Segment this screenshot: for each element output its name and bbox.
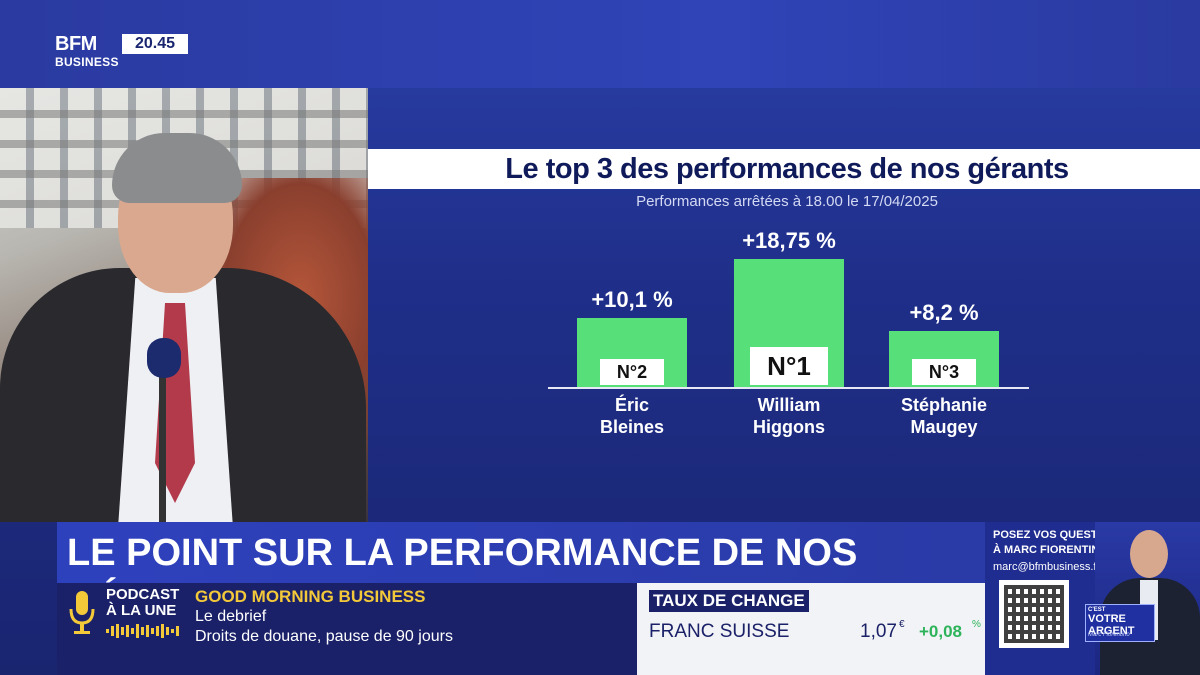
infographic-title-bar: Le top 3 des performances de nos gérants (368, 149, 1200, 189)
headline-banner: LE POINT SUR LA PERFORMANCE DE NOS GÉRAN… (57, 522, 985, 620)
manager-name-line: Stéphanie (900, 395, 988, 415)
value-label: +18,75 % (742, 228, 836, 253)
promo-email: marc@bfmbusiness.fr (993, 561, 1101, 573)
podcast-label-line1: PODCAST (106, 586, 180, 603)
show-topic: Droits de douane, pause de 90 jours (195, 628, 453, 645)
exchange-rate-ticker: TAUX DE CHANGE FRANC SUISSE 1,07 € +0,08… (637, 583, 985, 675)
podcast-label: PODCAST À LA UNE (106, 587, 196, 619)
rank-label: N°3 (912, 359, 976, 385)
manager-name-line: Éric (614, 395, 650, 415)
logo-brand: BFM (55, 33, 97, 55)
value-label: +10,1 % (591, 287, 673, 313)
mic-stand (159, 376, 166, 522)
show-badge: C'EST VOTRE ARGENT Marc Fiorentino (1085, 604, 1155, 642)
fx-value: 1,07 (860, 621, 897, 642)
promo-question: POSEZ VOS QUESTIONS À MARC FIORENTINO (993, 528, 1133, 558)
microphone-icon (147, 338, 181, 378)
badge-title: VOTRE ARGENT (1088, 613, 1135, 637)
manager-name: Éric Bleines (562, 394, 702, 438)
promo-line1: POSEZ VOS QUESTIONS (993, 529, 1125, 541)
headline-text: LE POINT SUR LA PERFORMANCE DE NOS GÉRAN… (67, 532, 858, 620)
badge-top: C'EST (1088, 607, 1106, 613)
infographic-subtitle: Performances arrêtées à 18.00 le 17/04/2… (636, 193, 938, 210)
show-subtitle: Le debrief (195, 608, 267, 625)
studio-video (0, 88, 368, 522)
promo-line2: À MARC FIORENTINO (993, 544, 1108, 556)
microphone-icon (69, 591, 95, 634)
fx-value-unit: € (899, 619, 905, 630)
fx-header: TAUX DE CHANGE (649, 590, 809, 612)
value-label: +8,2 % (909, 300, 979, 326)
guest-hair (112, 133, 242, 203)
manager-name-line: Higgons (753, 417, 825, 437)
rank-label: N°2 (600, 359, 664, 385)
manager-name-line: Maugey (910, 417, 978, 437)
audio-wave-icon (106, 624, 179, 638)
fx-change-unit: % (972, 619, 981, 630)
podium-chart: N°2 +10,1 % Éric Bleines N°1 +18,75 % William H… (540, 225, 1040, 455)
manager-name-line: Bleines (599, 417, 665, 437)
manager-name: William Higgons (719, 394, 859, 438)
questions-promo: POSEZ VOS QUESTIONS À MARC FIORENTINO ma… (985, 522, 1200, 675)
fx-change: +0,08 (919, 622, 963, 641)
podcast-label-line2: À LA UNE (106, 602, 177, 619)
infographic-title: Le top 3 des performances de nos gérants (505, 153, 1069, 185)
logo-sub: BUSINESS (55, 55, 119, 69)
rank-label: N°1 (750, 347, 828, 385)
top-band (0, 0, 1200, 88)
manager-name: Stéphanie Maugey (874, 394, 1014, 438)
badge-signature: Marc Fiorentino (1088, 632, 1130, 638)
show-title: GOOD MORNING BUSINESS (195, 587, 426, 606)
clock: 20.45 (122, 34, 188, 54)
fx-currency-name: FRANC SUISSE (649, 621, 790, 642)
host-face (1130, 530, 1168, 578)
podcast-ticker: PODCAST À LA UNE GOOD MORNING BUSINESS L… (57, 583, 637, 675)
chart-baseline (548, 387, 1029, 389)
host-portrait (1095, 522, 1200, 675)
manager-name-line: William (757, 395, 821, 415)
qr-code-icon (999, 580, 1069, 648)
